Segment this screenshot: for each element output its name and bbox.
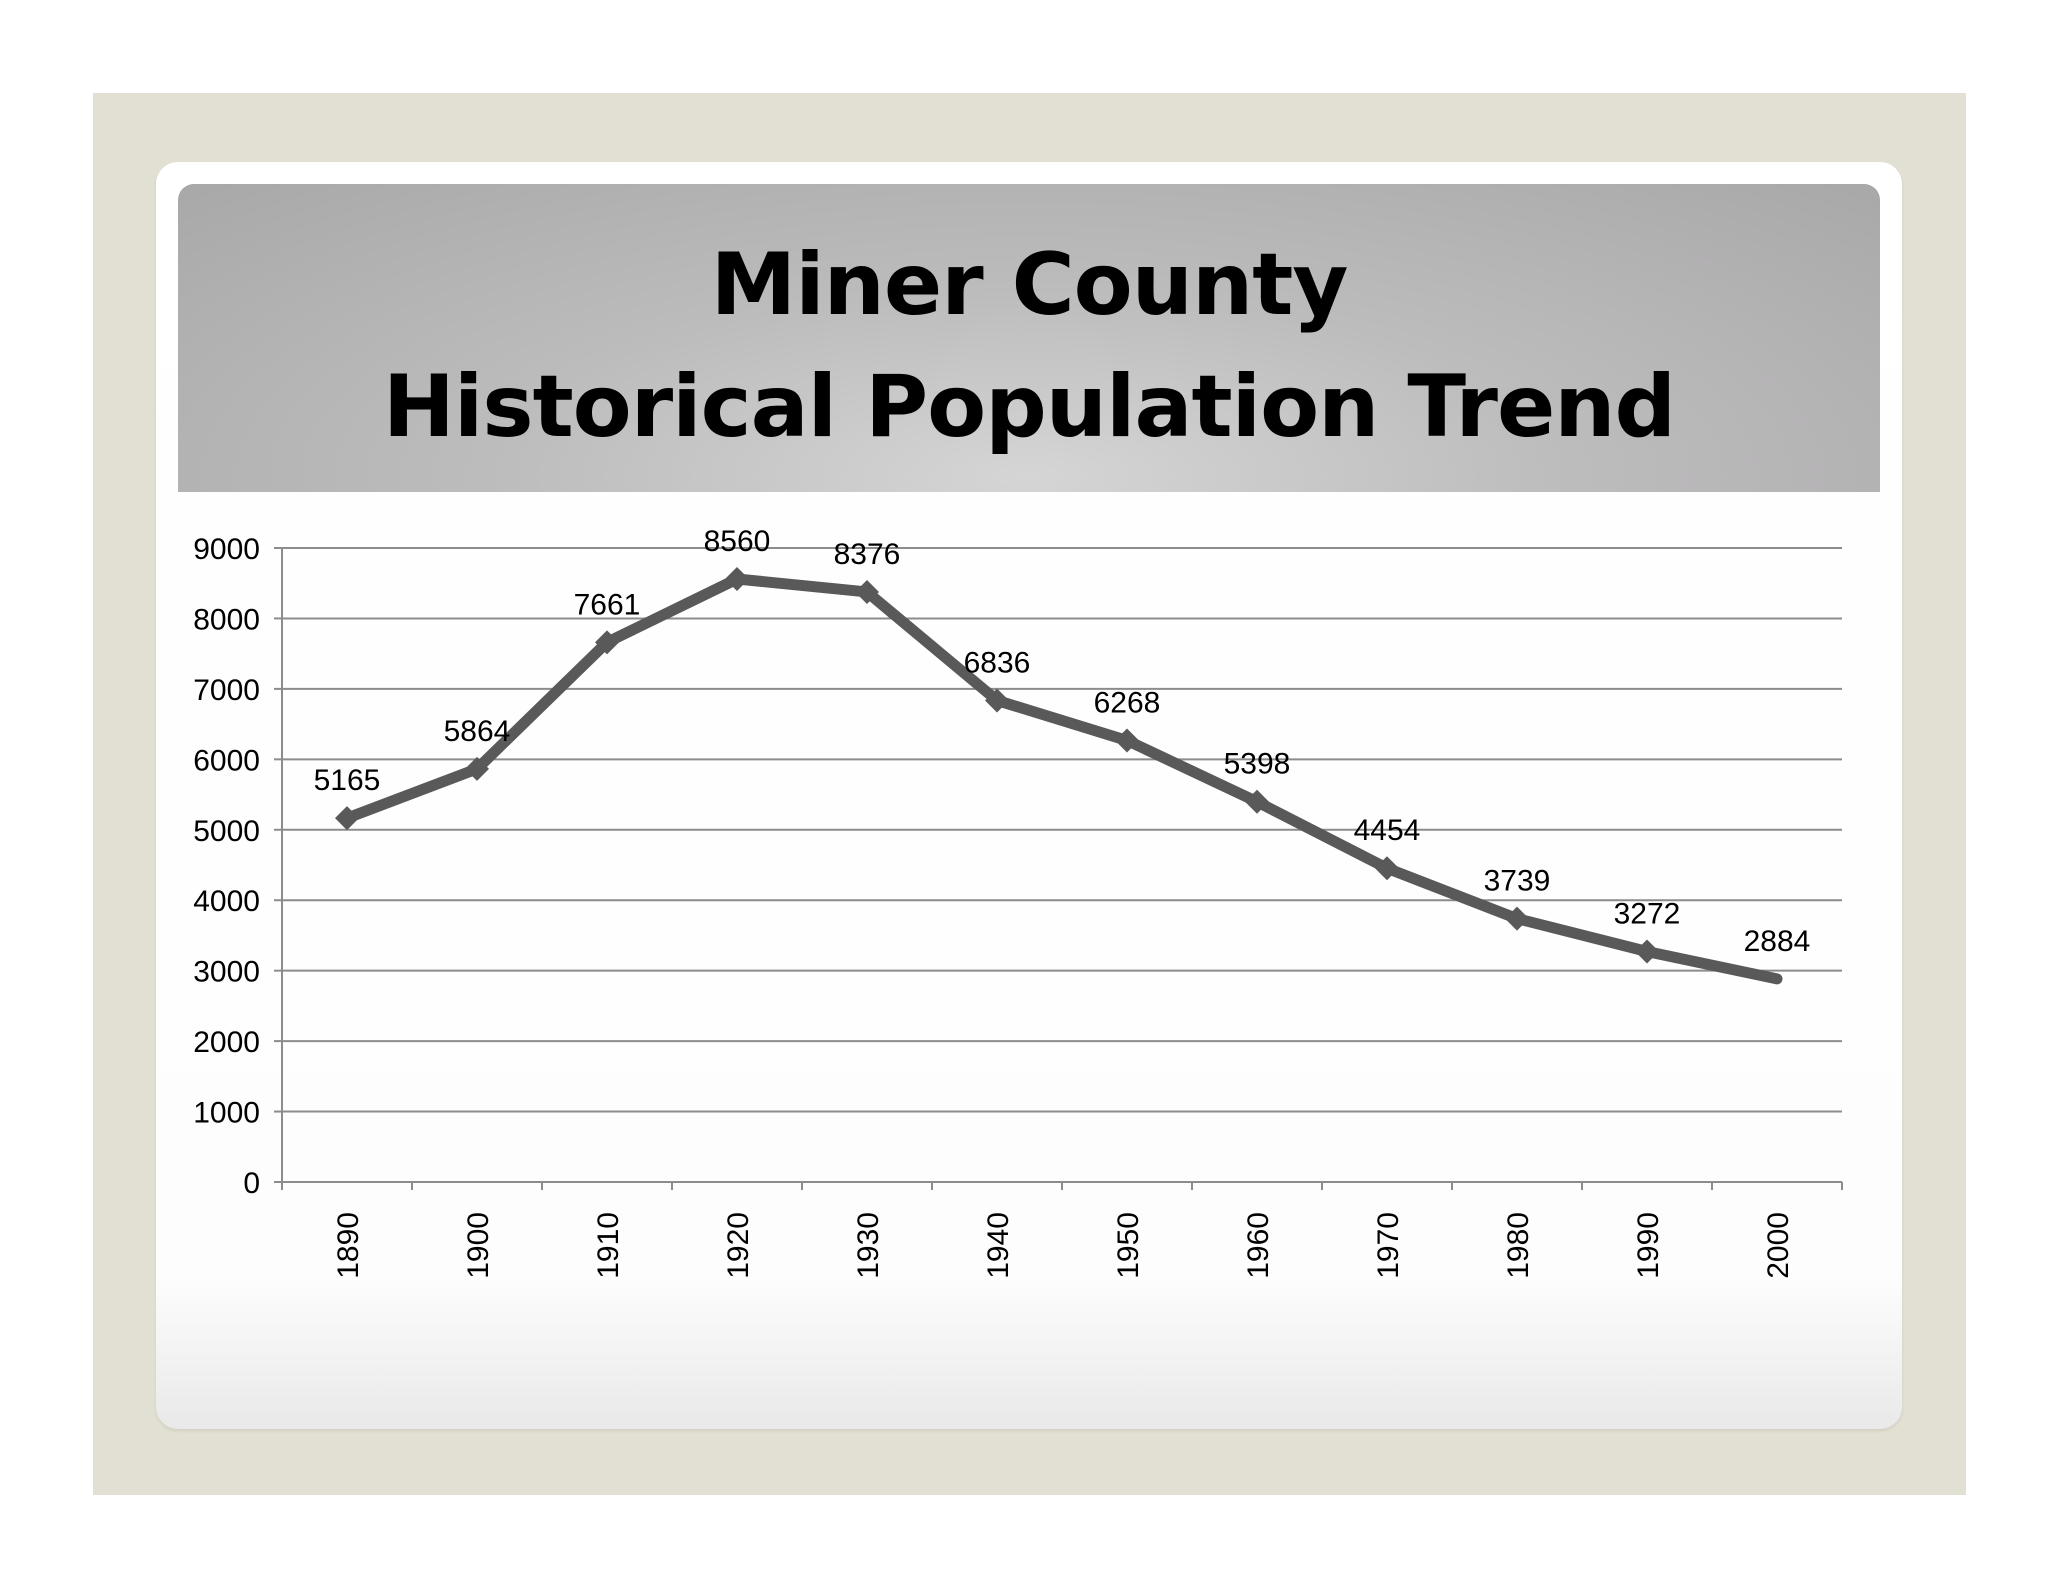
axes	[274, 547, 1843, 1190]
x-tick-label-1930: 1930	[852, 1212, 885, 1279]
y-tick-labels: 0 1000 2000 3000 4000 5000 6000 7000 8000 9000	[193, 533, 260, 1200]
slide-card: Miner County Historical Population Trend	[156, 162, 1902, 1429]
y-tick-label-6000: 6000	[193, 744, 260, 777]
data-label-1930: 8376	[834, 538, 901, 571]
gridlines	[282, 547, 1842, 1113]
x-tick-label-1890: 1890	[332, 1212, 365, 1279]
data-point-1940	[985, 688, 1009, 713]
y-tick-label-1000: 1000	[193, 1097, 260, 1130]
x-tick-label-2000: 2000	[1762, 1212, 1795, 1279]
x-tick-label-1910: 1910	[592, 1212, 625, 1279]
title-band: Miner County Historical Population Trend	[178, 184, 1880, 492]
x-tick-label-1940: 1940	[982, 1212, 1015, 1279]
data-label-1920: 8560	[704, 525, 771, 558]
x-tick-label-1920: 1920	[722, 1212, 755, 1279]
data-label-1940: 6836	[964, 646, 1031, 679]
data-label-1970: 4454	[1354, 814, 1421, 847]
x-tick-labels: 1890 1900 1910 1920 1930 1940 1950 1960 1970 1980…	[332, 1212, 1795, 1279]
series-population	[335, 566, 1783, 985]
data-point-1920	[725, 566, 749, 591]
data-labels: 5165 5864 7661 8560 8376 6836 6268 5398 4454 3739…	[314, 525, 1811, 958]
slide-title-line-1: Miner County	[710, 235, 1349, 335]
data-point-1910	[595, 630, 619, 655]
data-label-1900: 5864	[444, 715, 511, 748]
data-point-1950	[1115, 728, 1139, 753]
data-point-1970	[1375, 856, 1399, 881]
y-tick-label-3000: 3000	[193, 956, 260, 989]
data-point-1930	[855, 579, 879, 604]
x-tick-label-1960: 1960	[1242, 1212, 1275, 1279]
y-tick-label-0: 0	[243, 1167, 260, 1200]
y-tick-label-4000: 4000	[193, 885, 260, 918]
x-tick-label-1900: 1900	[462, 1212, 495, 1279]
x-tick-label-1950: 1950	[1112, 1212, 1145, 1279]
x-tick-label-1970: 1970	[1372, 1212, 1405, 1279]
y-tick-label-9000: 9000	[193, 533, 260, 566]
data-label-1990: 3272	[1614, 898, 1681, 931]
data-label-1890: 5165	[314, 764, 381, 797]
data-label-1950: 6268	[1094, 686, 1161, 719]
y-tick-label-5000: 5000	[193, 815, 260, 848]
x-tick-label-1980: 1980	[1502, 1212, 1535, 1279]
data-label-2000: 2884	[1744, 925, 1811, 958]
data-point-1890	[335, 806, 359, 831]
x-tick-label-1990: 1990	[1632, 1212, 1665, 1279]
slide-frame: Miner County Historical Population Trend	[93, 93, 1966, 1495]
y-tick-label-7000: 7000	[193, 674, 260, 707]
data-point-1980	[1505, 906, 1529, 931]
data-label-1960: 5398	[1224, 748, 1291, 781]
series-line	[341, 573, 1783, 985]
data-point-1960	[1245, 789, 1269, 814]
y-tick-label-8000: 8000	[193, 603, 260, 636]
data-label-1910: 7661	[574, 588, 641, 621]
data-point-1990	[1635, 939, 1659, 964]
y-tick-label-2000: 2000	[193, 1026, 260, 1059]
data-point-1900	[465, 756, 489, 781]
data-label-1980: 3739	[1484, 865, 1551, 898]
slide-title-line-2: Historical Population Trend	[382, 357, 1676, 457]
